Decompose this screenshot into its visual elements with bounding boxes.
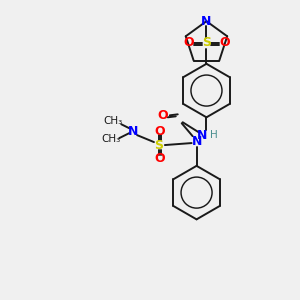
Text: CH₃: CH₃: [104, 116, 123, 126]
Text: CH₃: CH₃: [102, 134, 121, 144]
Text: O: O: [154, 125, 165, 138]
Text: N: N: [197, 129, 208, 142]
Text: O: O: [219, 37, 230, 50]
Text: O: O: [183, 37, 194, 50]
Text: S: S: [202, 37, 211, 50]
Text: S: S: [154, 139, 164, 152]
Text: N: N: [201, 15, 212, 28]
Text: O: O: [154, 152, 165, 165]
Text: N: N: [128, 125, 138, 138]
Text: N: N: [191, 135, 202, 148]
Text: H: H: [209, 130, 217, 140]
Text: O: O: [158, 109, 168, 122]
